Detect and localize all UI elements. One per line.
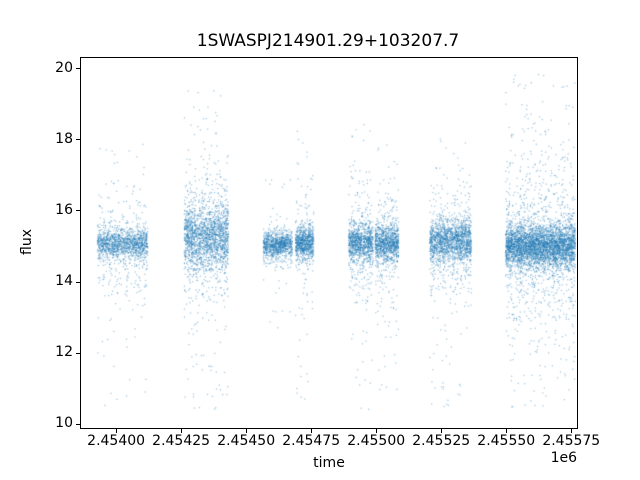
x-axis-label: time bbox=[313, 455, 345, 471]
x-tick-mark bbox=[245, 429, 247, 433]
y-tick-label: 20 bbox=[55, 59, 73, 76]
scatter-canvas bbox=[81, 58, 577, 428]
y-tick-mark bbox=[76, 68, 80, 70]
y-tick-label: 14 bbox=[55, 273, 73, 290]
x-tick-label: 2.45500 bbox=[347, 433, 406, 449]
plot-area bbox=[80, 57, 578, 429]
x-tick-label: 2.45425 bbox=[152, 433, 211, 449]
x-tick-label: 2.45400 bbox=[87, 433, 146, 449]
x-tick-mark bbox=[115, 429, 117, 433]
y-tick-label: 10 bbox=[55, 415, 73, 432]
x-tick-mark bbox=[505, 429, 507, 433]
x-tick-mark bbox=[310, 429, 312, 433]
x-tick-mark bbox=[440, 429, 442, 433]
x-axis-offset-text: 1e6 bbox=[550, 450, 577, 466]
y-tick-label: 16 bbox=[55, 201, 73, 218]
y-tick-label: 18 bbox=[55, 130, 73, 147]
y-tick-mark bbox=[76, 281, 80, 283]
y-tick-label: 12 bbox=[55, 344, 73, 361]
x-tick-mark bbox=[375, 429, 377, 433]
y-tick-mark bbox=[76, 210, 80, 212]
y-axis-label-text: flux bbox=[19, 229, 35, 255]
x-tick-mark bbox=[180, 429, 182, 433]
chart-title: 1SWASPJ214901.29+103207.7 bbox=[196, 31, 460, 51]
x-tick-mark bbox=[570, 429, 572, 433]
x-tick-label: 2.45550 bbox=[477, 433, 536, 449]
x-tick-label: 2.45450 bbox=[217, 433, 276, 449]
y-tick-mark bbox=[76, 423, 80, 425]
x-tick-label: 2.45525 bbox=[412, 433, 471, 449]
x-tick-label: 2.45475 bbox=[282, 433, 341, 449]
x-tick-label: 2.45575 bbox=[542, 433, 601, 449]
y-tick-mark bbox=[76, 352, 80, 354]
y-tick-mark bbox=[76, 139, 80, 141]
